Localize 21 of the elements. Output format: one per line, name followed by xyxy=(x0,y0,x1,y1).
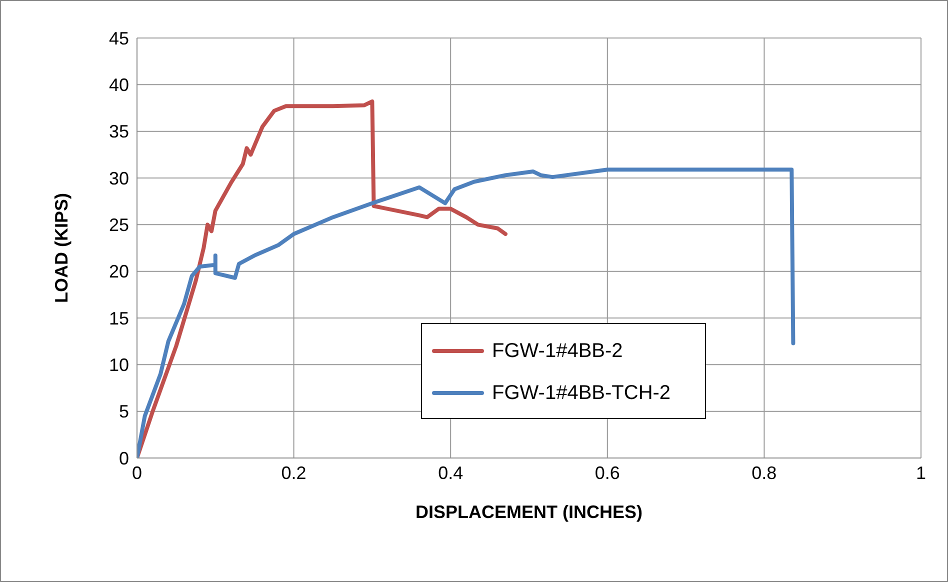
line-series xyxy=(137,168,796,458)
y-tick-label: 40 xyxy=(108,75,129,96)
y-tick-label: 5 xyxy=(118,402,129,422)
x-tick-label: 0 xyxy=(132,462,142,483)
x-tick-label: 0.4 xyxy=(438,462,464,483)
y-tick-label: 0 xyxy=(118,448,129,468)
y-tick-label: 20 xyxy=(108,262,129,282)
y-tick-label: 35 xyxy=(108,122,129,142)
x-tick-label: 0.2 xyxy=(281,462,306,483)
x-axis-title: DISPLACEMENT (INCHES) xyxy=(415,502,643,522)
y-tick-label: 30 xyxy=(108,168,129,188)
y-tick-label: 45 xyxy=(108,28,129,48)
y-tick-label: 25 xyxy=(108,215,129,236)
legend-label: FGW-1#4BB-TCH-2 xyxy=(492,382,671,404)
legend-label: FGW-1#4BB-2 xyxy=(492,340,623,362)
x-tick-label: 0.6 xyxy=(594,462,620,483)
y-tick-label: 10 xyxy=(108,355,129,376)
x-tick-label: 0.8 xyxy=(752,462,777,483)
x-tick-label: 1 xyxy=(916,462,926,483)
y-tick-label: 15 xyxy=(108,308,129,328)
y-axis-title: LOAD (KIPS) xyxy=(51,193,72,303)
